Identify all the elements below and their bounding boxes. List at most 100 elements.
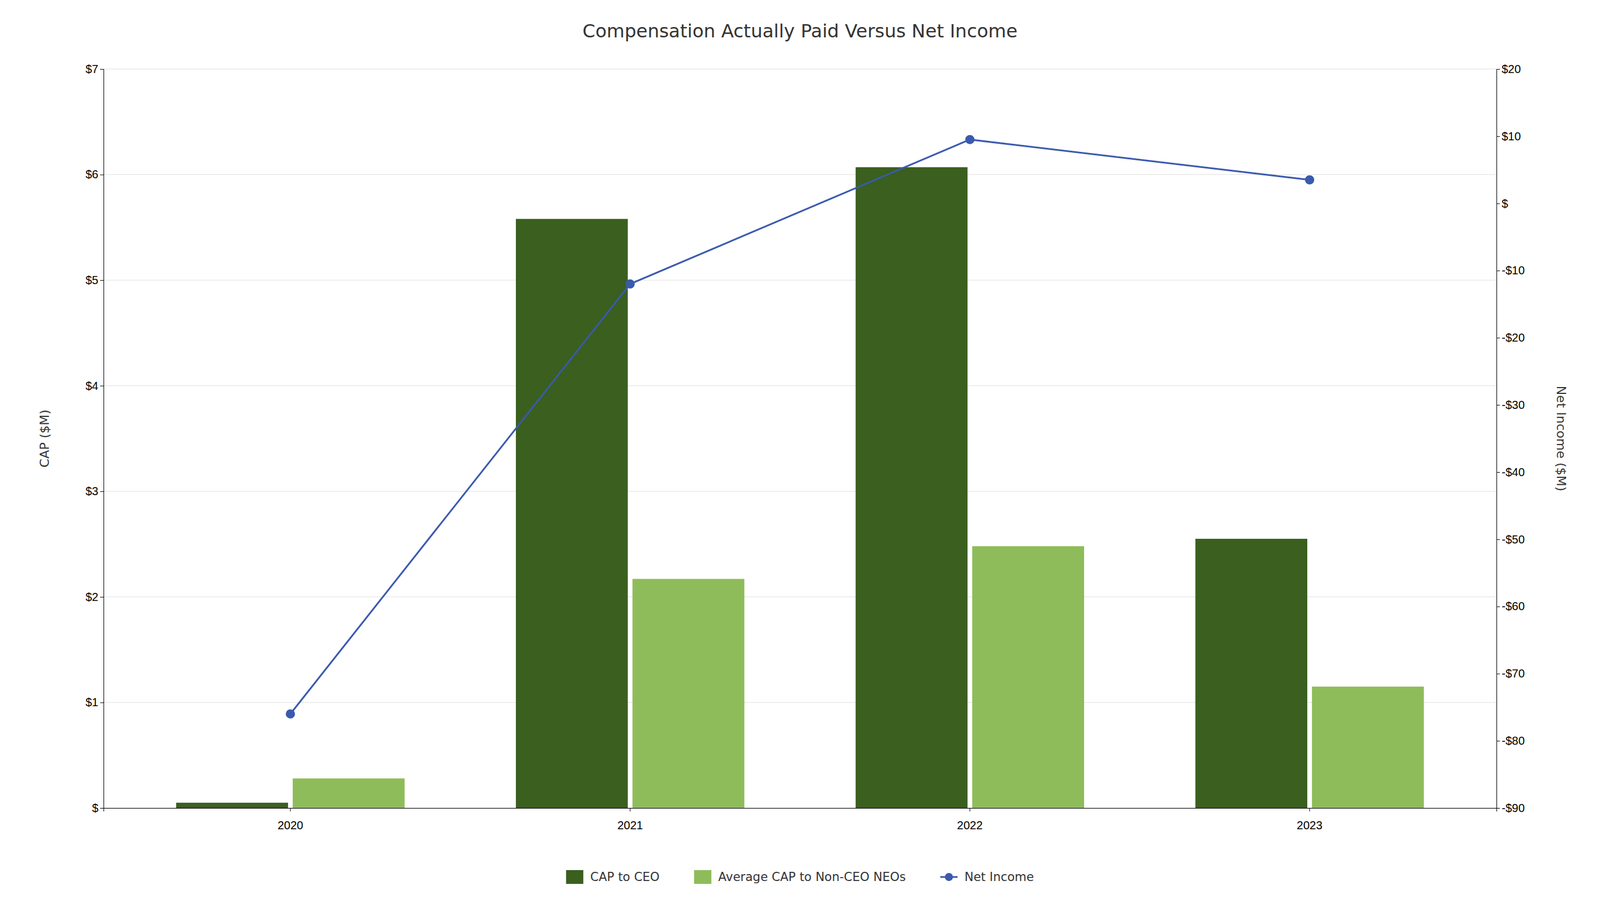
tick-mark [100,491,104,492]
tick-label: -$50 [1501,533,1525,546]
tick: -$90 [1496,801,1525,815]
tick-mark [629,808,631,812]
tick-label: $2 [85,590,99,604]
legend-swatch [694,870,712,884]
bar-series [175,167,1308,809]
legend-item: Net Income [940,870,1035,884]
legend-label: Net Income [964,870,1035,884]
tick: 2023 [1296,808,1323,832]
tick-label: -$30 [1501,398,1525,412]
tick-label: $10 [1501,129,1521,143]
y2-axis: -$90 -$80 -$70 -$60 -$50 -$40 -$30 -$20 -$10 $ $10… [1496,62,1525,815]
tick-mark [100,702,104,703]
tick-label: $1 [85,695,99,709]
tick: $ [1496,197,1508,210]
tick-mark [100,174,104,176]
title: Compensation Actually Paid Versus Net In… [582,20,1018,42]
tick-label: 2023 [1296,818,1323,832]
legend-label: Average CAP to Non-CEO NEOs [718,870,906,884]
tick-label: $3 [85,484,99,498]
legend-marker [944,873,953,882]
tick-mark [1496,337,1500,339]
tick: $20 [1496,62,1521,76]
plot-area [175,135,1424,809]
tick-label: $ [92,801,99,815]
tick: 2021 [617,808,643,832]
axis-line [100,69,105,809]
tick-label: -$40 [1501,465,1525,479]
chart: $$1$2$3$4$5$6$7-$90-$80-$70-$60-$50-$40-… [0,0,1600,923]
tick-mark [100,280,104,281]
tick-mark [969,808,971,812]
line [290,139,1310,715]
tick-label: $4 [85,379,99,393]
y-axis-title: CAP ($M) [37,409,52,468]
tick: -$30 [1496,398,1525,412]
bar [855,167,968,809]
tick: -$10 [1496,263,1525,277]
tick: -$20 [1496,331,1525,344]
grid-line [103,280,1497,281]
tick-mark [289,808,291,812]
tick-label: -$70 [1501,667,1525,680]
tick-mark [1496,203,1500,205]
tick-mark [1496,136,1500,137]
marker [625,279,635,289]
tick-mark [1496,673,1500,675]
tick-mark [1496,606,1500,608]
legend-item: CAP to CEO [565,870,660,884]
bar [175,802,289,809]
x-axis: 2020 2021 2022 2023 [104,808,1498,832]
legend-swatch [565,870,584,884]
bar [1311,686,1425,809]
bar-series [292,546,1425,809]
bar [971,546,1085,809]
tick: -$60 [1496,599,1525,613]
tick-mark [1496,69,1500,70]
tick-label: $6 [85,167,99,181]
tick-label: $7 [85,62,99,76]
legend: CAP to CEO Average CAP to Non-CEO NEOs Net… [565,870,1034,884]
tick-mark [1496,539,1500,541]
tick-label: 2021 [617,818,643,832]
tick: 2022 [957,808,983,832]
bar [292,778,405,809]
legend-label: CAP to CEO [590,870,660,884]
marker [1304,175,1315,185]
legend-item: Average CAP to Non-CEO NEOs [694,870,906,884]
tick-label: -$90 [1501,801,1525,815]
tick: $10 [1496,129,1521,143]
tick: 2020 [277,808,304,832]
tick-label: -$10 [1501,263,1525,277]
tick-mark [1309,808,1311,812]
tick: $2 [85,590,104,604]
y-axis: $ $1 $2 $3 $4 $5 $6 $7 [85,62,105,815]
tick: $6 [85,167,104,181]
tick-mark [100,808,104,809]
tick: -$50 [1496,533,1525,546]
tick-mark [1496,472,1500,473]
tick: -$70 [1496,667,1525,680]
tick-label: -$20 [1501,331,1525,344]
tick: -$80 [1496,734,1525,748]
marker [285,709,296,719]
tick-label: $5 [85,273,99,287]
tick-mark [100,596,104,598]
tick: $4 [85,379,104,393]
tick-mark [100,69,104,70]
tick: $ [92,801,104,815]
tick-label: -$60 [1501,599,1525,613]
axis-line [1497,69,1501,809]
tick-mark [1496,404,1500,406]
tick-label: -$80 [1501,734,1525,748]
tick-label: $ [1501,197,1508,210]
tick-label: 2020 [277,818,304,832]
tick: $5 [85,273,104,287]
y2-axis-title: Net Income ($M) [1553,385,1569,492]
grid-line [103,174,1497,175]
tick: $7 [85,62,104,76]
grid [103,69,1497,809]
tick-mark [100,385,104,387]
tick-mark [1496,270,1500,271]
tick: $3 [85,484,104,498]
